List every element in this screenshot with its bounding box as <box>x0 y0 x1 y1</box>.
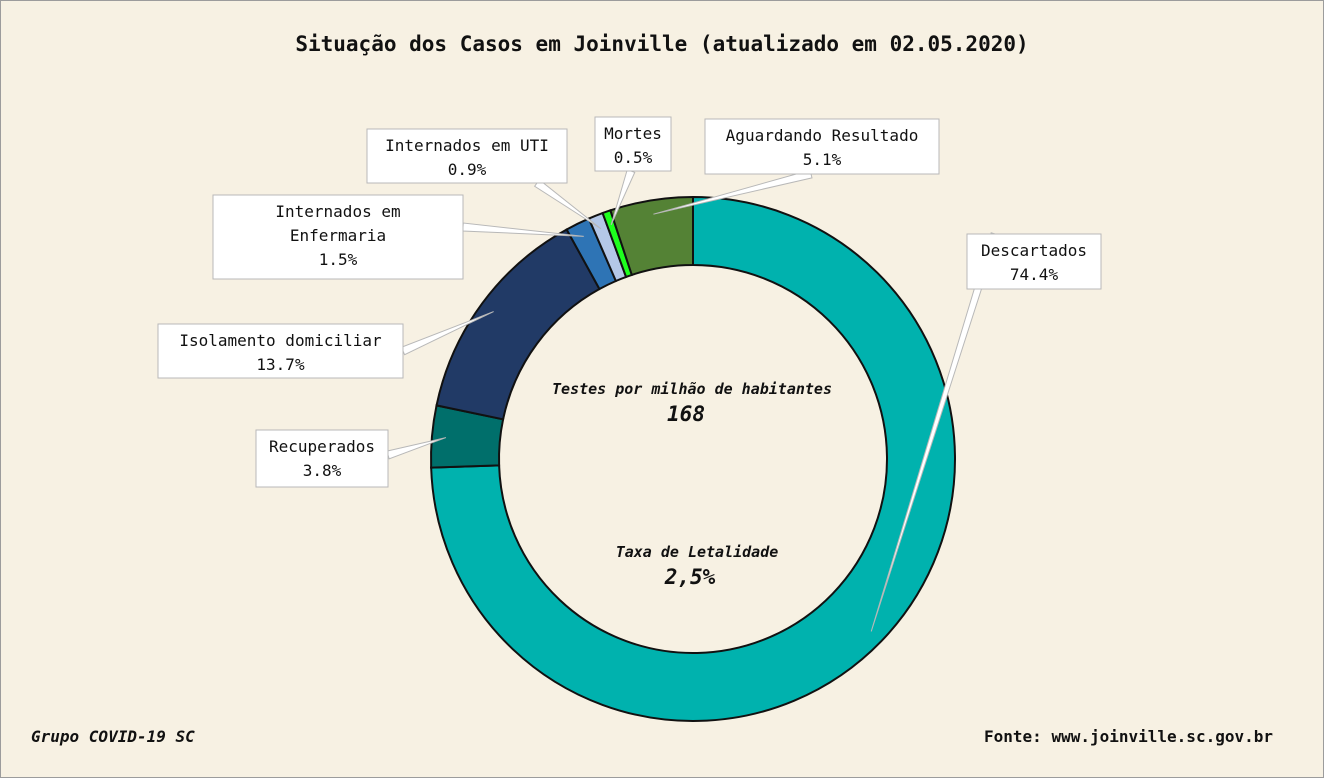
callout-leaders <box>386 168 1000 632</box>
slice-name-label: Internados em <box>275 202 400 221</box>
chart-title: Situação dos Casos em Joinville (atualiz… <box>295 32 1028 56</box>
slice-descartados <box>430 195 956 722</box>
callout-box <box>157 323 404 379</box>
slice-name-label: Enfermaria <box>290 226 386 245</box>
callout-mortes: Mortes 0.5% <box>594 116 672 172</box>
slice-pct-label: 1.5% <box>319 250 358 269</box>
slice-name-label: Isolamento domiciliar <box>179 331 382 350</box>
slice-name-label: Mortes <box>604 124 662 143</box>
callout-recuperados: Recuperados 3.8% <box>255 429 389 488</box>
slice-pct-label: 0.9% <box>448 160 487 179</box>
tests-label: Testes por milhão de habitantes <box>552 380 832 398</box>
slice-pct-label: 74.4% <box>1010 265 1059 284</box>
slice-name-label: Recuperados <box>269 437 375 456</box>
callout-box <box>366 128 568 184</box>
callout-internados-em-uti: Internados em UTI 0.9% <box>366 128 568 184</box>
tests-value: 168 <box>667 402 705 426</box>
leader-internados-em-uti <box>533 179 602 230</box>
callout-box <box>594 116 672 172</box>
callout-isolamento-domiciliar: Isolamento domiciliar 13.7% <box>157 323 404 379</box>
slice-pct-label: 3.8% <box>303 461 342 480</box>
slice-pct-label: 13.7% <box>256 355 305 374</box>
callout-descartados: Descartados 74.4% <box>966 233 1102 290</box>
lethality-value: 2,5% <box>664 565 716 589</box>
slice-name-label: Aguardando Resultado <box>726 126 919 145</box>
footer-credit: Grupo COVID-19 SC <box>31 727 195 746</box>
callout-box <box>255 429 389 488</box>
slice-name-label: Internados em UTI <box>385 136 549 155</box>
slice-name-label: Descartados <box>981 241 1087 260</box>
lethality-label: Taxa de Letalidade <box>616 543 779 561</box>
callout-boxes: Descartados 74.4% Recuperados 3.8% Isolament… <box>157 116 1102 488</box>
slice-pct-label: 0.5% <box>614 148 653 167</box>
footer-source: Fonte: www.joinville.sc.gov.br <box>984 727 1273 746</box>
callout-box <box>704 118 940 175</box>
slice-aguardando-resultado <box>609 195 694 277</box>
callout-internados-em-enfermaria: Internados em Enfermaria 1.5% <box>212 194 464 280</box>
donut-slices <box>430 195 956 722</box>
callout-aguardando-resultado: Aguardando Resultado 5.1% <box>704 118 940 175</box>
callout-box <box>212 194 464 280</box>
callout-box <box>966 233 1102 290</box>
slice-pct-label: 5.1% <box>803 150 842 169</box>
